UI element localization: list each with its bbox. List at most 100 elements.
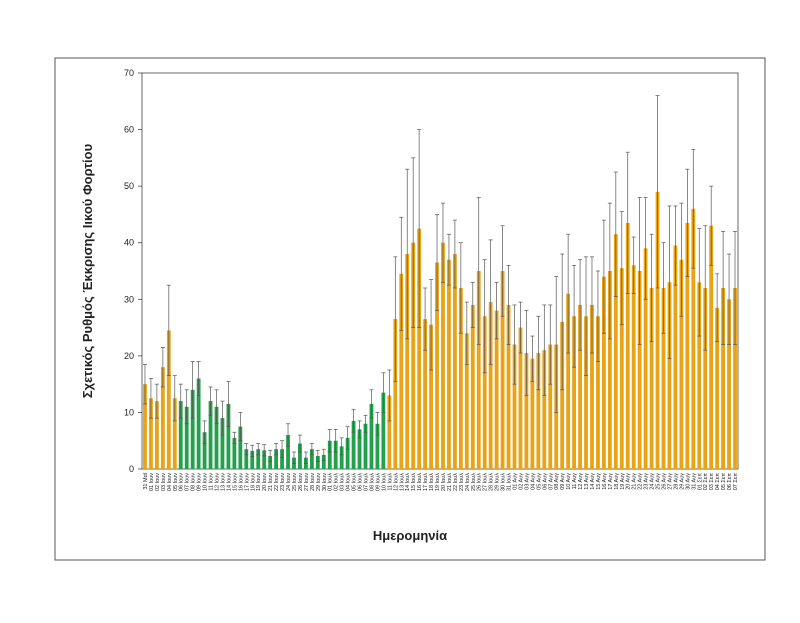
bar — [256, 449, 261, 469]
bar — [238, 426, 243, 469]
x-tick-label: 26 Αυγ — [662, 473, 668, 490]
x-tick-label: 14 Ιουν — [226, 473, 232, 491]
x-tick-label: 22 Αυγ — [638, 473, 644, 490]
bar — [613, 234, 618, 469]
bar — [584, 316, 588, 469]
bar — [619, 268, 624, 469]
x-tick-label: 29 Ιουν — [316, 473, 322, 491]
bar — [208, 401, 213, 469]
x-tick-label: 21 Ιουλ — [447, 473, 453, 491]
bar — [357, 429, 362, 469]
x-tick-label: 04 Ιουν — [167, 473, 173, 491]
bar — [470, 304, 475, 469]
x-tick-label: 10 Αυγ — [566, 473, 572, 490]
bar — [417, 228, 422, 469]
x-tick-label: 15 Αυγ — [596, 473, 602, 490]
bar — [399, 273, 404, 469]
x-tick-label: 23 Ιουλ — [459, 473, 465, 491]
x-tick-label: 02 Ιουν — [155, 473, 161, 491]
bar — [596, 316, 600, 469]
bar — [727, 299, 731, 469]
bar — [649, 287, 654, 469]
bar — [220, 418, 225, 469]
bar — [321, 454, 326, 469]
x-tick-label: 07 Ιουν — [185, 473, 191, 491]
bar — [715, 307, 720, 469]
bar — [387, 395, 392, 469]
x-tick-label: 23 Ιουν — [280, 473, 286, 491]
x-tick-label: 14 Αυγ — [590, 473, 596, 490]
bar — [441, 242, 445, 469]
x-tick-label: 01 Ιουν — [149, 473, 155, 491]
bar — [637, 271, 642, 469]
x-tick-label: 07 Ιουλ — [364, 473, 370, 491]
x-tick-label: 25 Ιουλ — [471, 473, 477, 491]
bar — [548, 344, 553, 469]
x-tick-label: 23 Αυγ — [644, 473, 650, 490]
bar — [590, 304, 594, 469]
bar — [703, 287, 708, 469]
bar — [494, 310, 499, 469]
x-tick-label: 27 Ιουν — [304, 473, 310, 491]
bar — [178, 401, 183, 469]
x-tick-label: 19 Αυγ — [620, 473, 626, 490]
bar — [673, 245, 678, 469]
bar — [655, 191, 660, 470]
bar — [196, 378, 201, 469]
bar — [601, 276, 606, 469]
x-tick-label: 11 Ιουλ — [387, 473, 393, 491]
x-tick-label: 30 Αυγ — [685, 473, 691, 490]
x-tick-label: 24 Ιουν — [286, 473, 292, 491]
x-tick-label: 12 Ιουλ — [393, 473, 399, 491]
bar — [691, 208, 696, 469]
bar — [190, 389, 195, 469]
x-tick-label: 30 Ιουλ — [501, 473, 507, 491]
bar — [697, 282, 702, 469]
x-tick-label: 18 Αυγ — [614, 473, 620, 490]
bar — [488, 302, 493, 469]
x-tick-label: 20 Ιουλ — [441, 473, 447, 491]
bar — [536, 353, 541, 469]
x-tick-label: 04 Αυγ — [530, 473, 536, 490]
x-tick-label: 25 Αυγ — [656, 473, 662, 490]
x-tick-label: 31 Ιουλ — [507, 473, 513, 491]
bar — [244, 449, 249, 469]
x-tick-label: 29 Ιουλ — [495, 473, 501, 491]
plot-area — [141, 72, 739, 470]
bar — [572, 316, 577, 469]
x-tick-label: 03 Ιουν — [161, 473, 167, 491]
bar — [309, 449, 314, 469]
x-tick-label: 03 Σεπ — [709, 473, 715, 490]
bar — [268, 455, 273, 469]
bar — [351, 420, 356, 469]
x-tick-label: 09 Αυγ — [560, 473, 566, 490]
x-tick-label: 26 Ιουν — [298, 473, 304, 491]
x-tick-label: 27 Αυγ — [667, 473, 673, 490]
bar — [435, 262, 439, 469]
bar — [226, 403, 231, 469]
x-tick-label: 26 Ιουλ — [477, 473, 483, 491]
x-tick-label: 03 Ιουλ — [340, 473, 346, 491]
bar — [214, 406, 219, 469]
bar — [250, 450, 255, 469]
x-tick-label: 08 Αυγ — [554, 473, 560, 490]
x-tick-label: 16 Ιουν — [238, 473, 244, 491]
x-tick-label: 08 Ιουλ — [369, 473, 375, 491]
x-tick-label: 02 Αυγ — [518, 473, 524, 490]
bar — [607, 271, 612, 469]
x-tick-label: 06 Ιουν — [179, 473, 185, 491]
bar — [327, 440, 332, 469]
bar — [661, 287, 666, 469]
bar — [721, 287, 726, 469]
y-tick-label: 0 — [129, 464, 134, 474]
x-tick-label: 05 Ιουλ — [352, 473, 358, 491]
x-tick-label: 21 Ιουν — [268, 473, 274, 491]
x-tick-label: 17 Ιουλ — [423, 473, 429, 491]
bar — [149, 398, 153, 469]
x-tick-label: 22 Ιουν — [274, 473, 280, 491]
x-tick-label: 31 Αυγ — [691, 473, 697, 490]
bar — [578, 304, 582, 469]
bar — [333, 440, 338, 469]
x-tick-label: 05 Σεπ — [721, 473, 727, 490]
x-tick-label: 17 Ιουν — [244, 473, 250, 491]
